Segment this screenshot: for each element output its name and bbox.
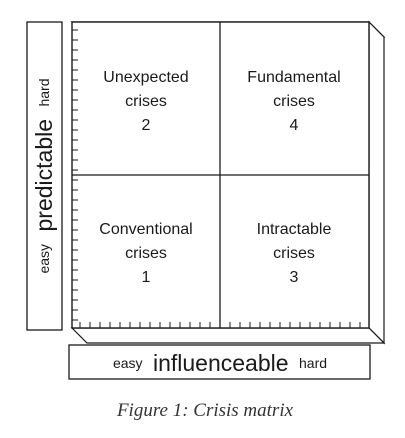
quadrant-unexpected-crises: Unexpected crises 2 [103, 69, 188, 134]
y-axis-low-label: easy [36, 244, 52, 274]
quadrant-number: 3 [290, 269, 299, 286]
quadrant-number: 2 [142, 117, 151, 134]
x-axis-high-label: hard [299, 355, 327, 371]
x-axis-title: influenceable [153, 350, 289, 376]
y-axis-title: predictable [31, 119, 57, 232]
quadrant-title: Conventional [99, 221, 192, 238]
quadrant-fundamental-crises: Fundamental crises 4 [247, 69, 340, 134]
quadrant-subtitle: crises [125, 93, 167, 110]
bottom-tick-marks [79, 322, 361, 328]
quadrant-number: 1 [142, 269, 151, 286]
left-tick-marks [72, 29, 78, 321]
x-axis-low-label: easy [113, 355, 143, 371]
quadrant-subtitle: crises [125, 245, 167, 262]
quadrant-intractable-crises: Intractable crises 3 [257, 221, 332, 286]
quadrant-title: Fundamental [247, 69, 340, 86]
y-axis-label-box [26, 21, 63, 331]
x-axis-label: easy influenceable hard [113, 350, 327, 376]
y-axis-label: easy predictable hard [31, 78, 57, 273]
x-axis-label-box [68, 344, 371, 380]
quadrant-subtitle: crises [273, 245, 315, 262]
quadrant-title: Intractable [257, 221, 332, 238]
quadrant-conventional-crises: Conventional crises 1 [99, 221, 192, 286]
box-bottom-face [70, 327, 386, 344]
box-right-face [368, 20, 385, 345]
quadrant-number: 4 [290, 117, 299, 134]
figure-caption: Figure 1: Crisis matrix [116, 400, 294, 421]
quadrant-title: Unexpected [103, 69, 188, 86]
quadrant-subtitle: crises [273, 93, 315, 110]
y-axis-high-label: hard [36, 78, 52, 106]
svg-text:easy predictable h: easy predictable hard [31, 78, 57, 273]
